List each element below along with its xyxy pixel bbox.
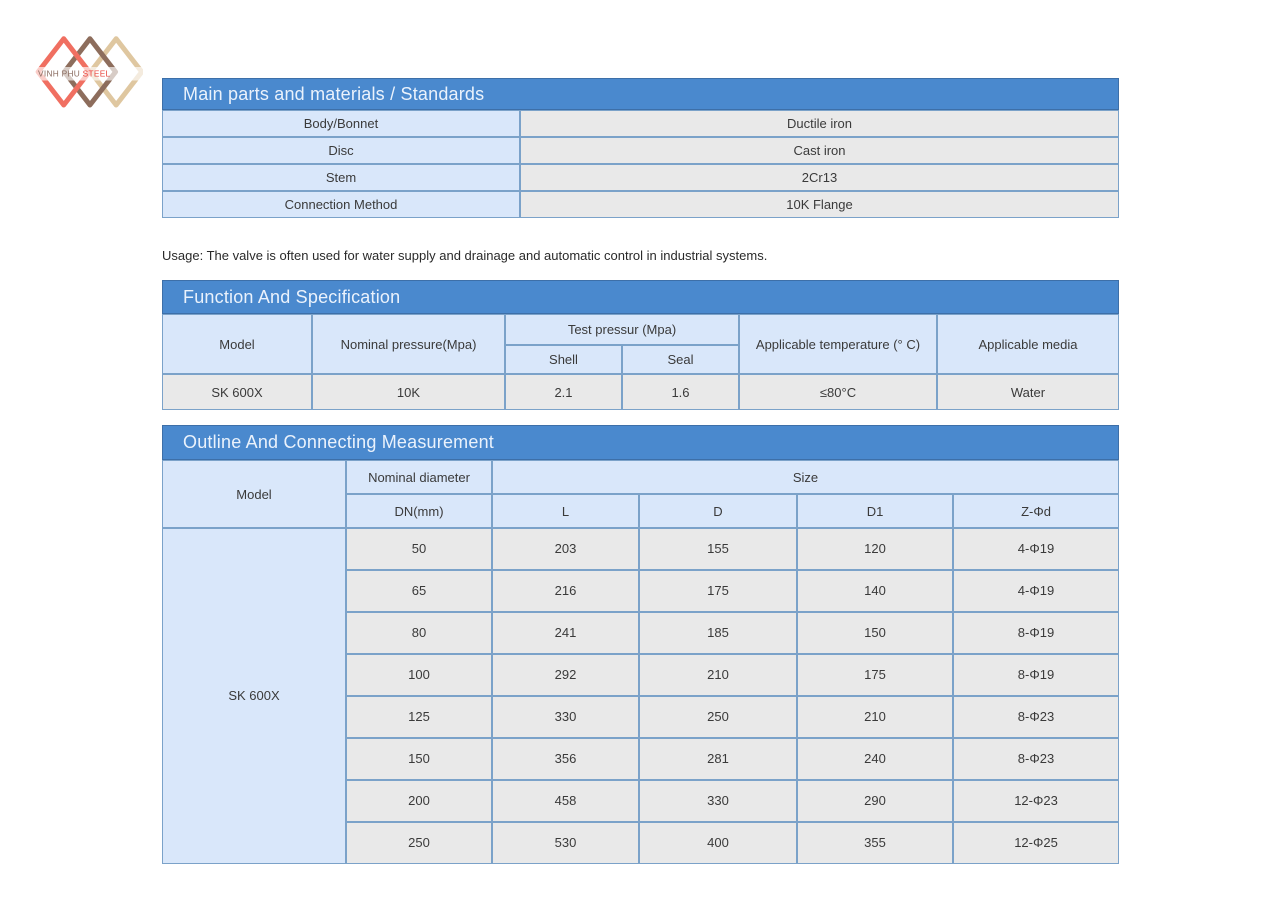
svg-text:VINH PHU STEEL: VINH PHU STEEL (38, 68, 111, 78)
